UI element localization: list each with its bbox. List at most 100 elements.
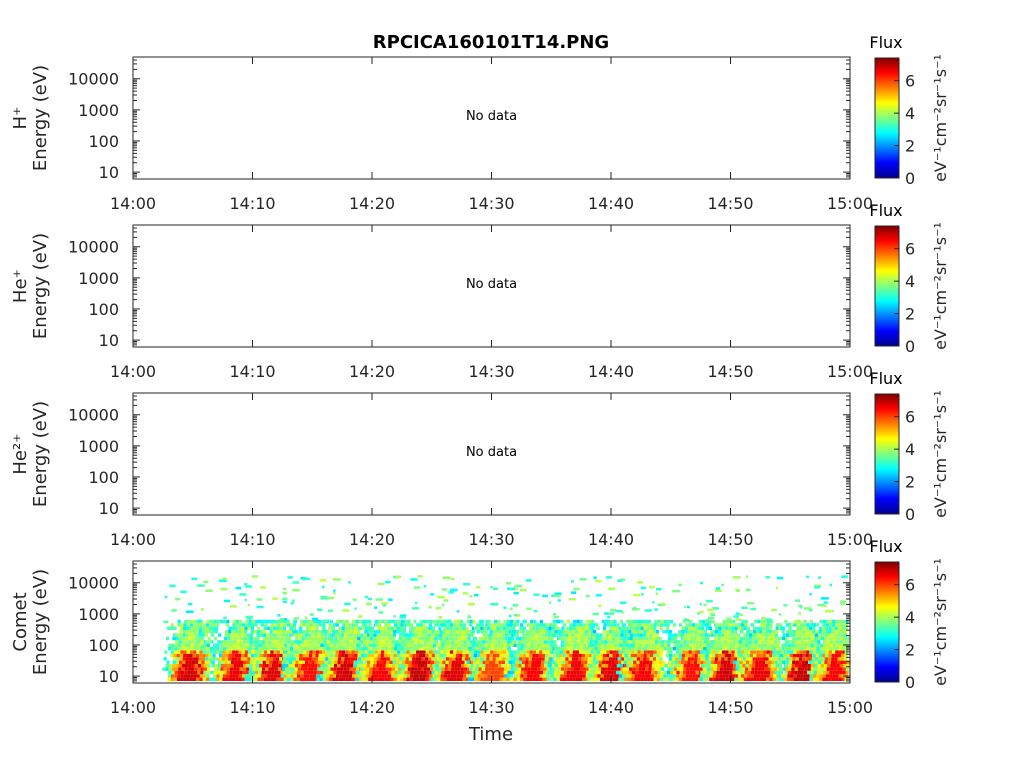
spectrogram-cell <box>305 633 309 637</box>
spectrogram-cell <box>761 636 765 641</box>
spectrogram-cell <box>639 664 643 668</box>
spectrogram-cell <box>422 674 427 678</box>
spectrogram-cell <box>502 653 506 658</box>
spectrogram-cell <box>362 647 366 651</box>
spectrogram-cell <box>820 667 824 671</box>
spectrogram-cell <box>599 653 603 658</box>
spectrogram-cell <box>207 667 211 671</box>
spectrogram-cell <box>676 647 680 651</box>
spectrogram-cell <box>660 674 664 678</box>
spectrogram-cell <box>567 640 571 644</box>
spectrogram-cell <box>795 630 799 634</box>
spectrogram-cell <box>430 640 434 644</box>
spectrogram-cell <box>616 674 620 678</box>
spectrogram-cell <box>718 630 722 634</box>
spectrogram-cell <box>629 640 633 644</box>
spectrogram-cell <box>841 650 845 654</box>
spectrogram-cell <box>484 670 488 675</box>
spectrogram-cell <box>396 657 400 661</box>
spectrogram-cell <box>844 630 848 634</box>
spectrogram-cell <box>610 619 614 624</box>
spectrogram-cell <box>636 636 640 641</box>
spectrogram-cell <box>832 650 836 654</box>
spectrogram-cell <box>630 653 634 658</box>
spectrogram-cell <box>681 633 685 637</box>
spectrogram-cell <box>269 653 274 658</box>
spectrogram-cell <box>684 633 688 637</box>
spectrogram-cell <box>839 670 843 675</box>
spectrogram-cell <box>579 643 584 647</box>
spectrogram-cell <box>451 640 455 644</box>
spectrogram-cell <box>527 643 531 647</box>
spectrogram-cell <box>390 677 394 681</box>
spectrogram-cell <box>610 667 615 671</box>
spectrogram-cell <box>402 657 406 661</box>
x-tick-label: 14:30 <box>468 698 514 717</box>
spectrogram-cell <box>468 633 472 637</box>
spectrogram-cell <box>361 623 366 627</box>
spectrogram-cell <box>220 587 228 591</box>
spectrogram-cell <box>650 674 654 678</box>
spectrogram-cell <box>697 633 701 637</box>
spectrogram-cell <box>779 647 783 651</box>
spectrogram-cell <box>290 650 294 654</box>
spectrogram-cell <box>282 660 286 664</box>
spectrogram-cell <box>312 620 321 623</box>
spectrogram-cell <box>533 619 537 624</box>
spectrogram-cell <box>611 664 615 668</box>
spectrogram-cell <box>425 626 429 630</box>
spectrogram-cell <box>355 647 359 651</box>
spectrogram-cell <box>331 630 335 634</box>
spectrogram-cell <box>477 653 481 658</box>
spectrogram-cell <box>628 670 632 675</box>
spectrogram-cell <box>641 643 645 647</box>
spectrogram-cell <box>320 667 324 671</box>
spectrogram-cell <box>731 626 735 630</box>
spectrogram-cell <box>602 660 606 664</box>
spectrogram-cell <box>764 667 768 671</box>
spectrogram-cell <box>644 609 652 612</box>
spectrogram-cell <box>391 643 395 647</box>
spectrogram-cell <box>333 643 337 647</box>
spectrogram-cell <box>647 623 651 627</box>
spectrogram-cell <box>680 664 684 668</box>
spectrogram-cell <box>293 619 298 624</box>
spectrogram-cell <box>588 653 592 658</box>
spectrogram-cell <box>550 677 554 681</box>
spectrogram-cell <box>414 636 418 641</box>
spectrogram-cell <box>601 667 605 671</box>
spectrogram-cell <box>380 630 384 634</box>
spectrogram-cell <box>577 633 582 637</box>
spectrogram-cell <box>613 619 617 624</box>
spectrogram-cell <box>529 626 533 630</box>
spectrogram-cell <box>809 593 812 596</box>
spectrogram-cell <box>726 617 732 620</box>
spectrogram-cell <box>786 650 791 654</box>
spectrogram-cell <box>481 630 485 634</box>
spectrogram-cell <box>726 643 730 647</box>
spectrogram-cell <box>593 576 597 579</box>
spectrogram-cell <box>677 633 681 637</box>
spectrogram-cell <box>645 667 649 671</box>
spectrogram-cell <box>443 650 447 654</box>
spectrogram-cell <box>563 650 567 654</box>
spectrogram-cell <box>775 626 779 630</box>
spectrogram-cell <box>497 619 501 624</box>
spectrogram-cell <box>819 619 823 624</box>
spectrogram-cell <box>666 650 670 654</box>
spectrogram-cell <box>171 609 177 612</box>
spectrogram-cell <box>215 626 219 630</box>
spectrogram-cell <box>747 647 751 651</box>
spectrogram-cell <box>625 667 630 671</box>
spectrogram-cell <box>279 657 283 661</box>
spectrogram-cell <box>800 667 805 671</box>
spectrogram-cell <box>465 653 469 658</box>
spectrogram-cell <box>539 647 543 651</box>
spectrogram-cell <box>785 633 789 637</box>
spectrogram-cell <box>497 670 501 675</box>
spectrogram-cell <box>370 657 374 661</box>
spectrogram-cell <box>374 677 378 681</box>
spectrogram-cell <box>767 636 772 641</box>
spectrogram-cell <box>187 674 191 678</box>
spectrogram-cell <box>733 660 737 664</box>
